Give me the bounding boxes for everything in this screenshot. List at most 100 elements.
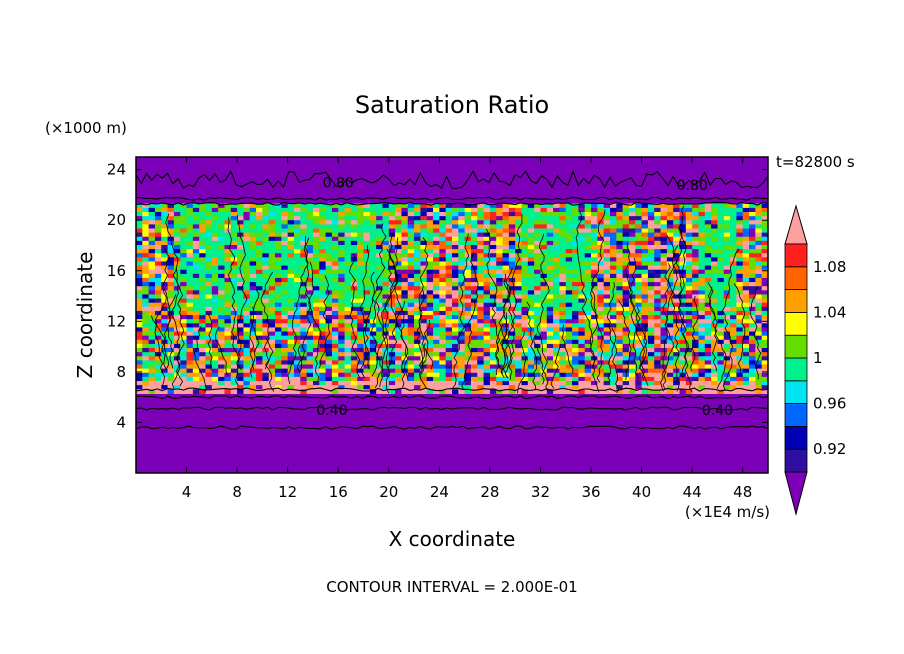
field-cell [679,203,687,209]
field-cell [199,298,207,304]
field-cell [540,306,548,312]
field-cell [711,224,719,230]
field-cell [698,381,706,386]
field-cell [180,294,188,300]
field-cell [256,319,263,324]
field-cell [553,372,561,378]
field-cell [433,302,440,308]
field-cell [749,224,756,230]
field-cell [635,257,643,263]
field-cell [553,220,561,225]
field-cell [357,364,365,370]
field-cell [578,335,586,341]
field-cell [211,220,219,225]
field-cell [502,232,510,238]
field-cell [243,257,251,263]
field-cell [407,236,415,242]
field-cell [331,339,339,345]
field-cell [483,319,491,324]
field-cell [287,302,295,308]
field-cell [489,294,497,300]
field-cell [458,372,466,378]
field-cell [186,310,194,316]
field-cell [591,236,598,242]
field-cell [572,228,579,234]
field-cell [350,319,358,324]
field-cell [256,253,263,258]
field-cell [666,236,674,242]
field-cell [262,249,270,254]
field-cell [256,343,263,349]
field-cell [673,331,681,337]
field-cell [300,372,308,378]
field-cell [730,265,737,271]
field-cell [647,327,655,333]
field-cell [312,224,320,230]
field-cell [647,261,655,267]
x-tick-label: 8 [232,483,242,501]
field-cell [755,216,763,221]
field-cell [224,310,232,316]
field-cell [578,319,586,324]
field-cell [205,385,213,390]
field-cell [224,360,232,366]
field-cell [338,331,346,337]
field-cell [452,356,459,361]
field-cell [445,319,453,324]
field-cell [363,364,371,370]
field-cell [363,216,371,221]
field-cell [294,381,301,386]
field-cell [256,269,263,275]
field-cell [673,290,681,296]
field-cell [237,302,245,308]
field-cell [559,265,567,271]
field-cell [736,224,744,230]
field-cell [186,269,194,275]
field-cell [205,249,213,254]
field-cell [331,232,339,238]
field-cell [325,269,333,275]
field-cell [256,273,263,279]
field-cell [142,265,150,271]
field-cell [496,306,504,312]
field-cell [262,339,270,345]
field-cell [319,364,327,370]
field-cell [470,282,478,287]
field-cell [559,290,567,296]
field-cell [736,323,744,329]
field-cell [717,244,725,250]
field-cell [173,352,181,357]
field-cell [565,224,573,230]
field-cell [464,269,472,275]
field-cell [287,261,295,267]
field-cell [199,203,207,209]
field-cell [268,249,276,254]
field-cell [692,203,700,209]
field-cell [654,331,662,337]
field-cell [306,327,314,333]
field-cell [761,376,768,382]
field-cell [616,348,624,353]
field-cell [749,385,756,390]
field-cell [673,376,681,382]
field-cell [742,381,750,386]
field-cell [584,253,592,258]
field-cell [148,352,156,357]
field-cell [331,327,339,333]
field-cell [578,298,586,304]
field-cell [477,385,485,390]
field-cell [294,253,301,258]
field-cell [161,257,169,263]
field-cell [698,356,706,361]
field-cell [338,310,346,316]
field-cell [256,220,263,225]
field-cell [262,331,270,337]
field-cell [673,356,681,361]
field-cell [388,368,396,374]
field-cell [230,372,238,378]
field-cell [186,335,194,341]
field-cell [243,343,251,349]
field-cell [452,335,459,341]
field-cell [275,331,282,337]
field-cell [350,220,358,225]
